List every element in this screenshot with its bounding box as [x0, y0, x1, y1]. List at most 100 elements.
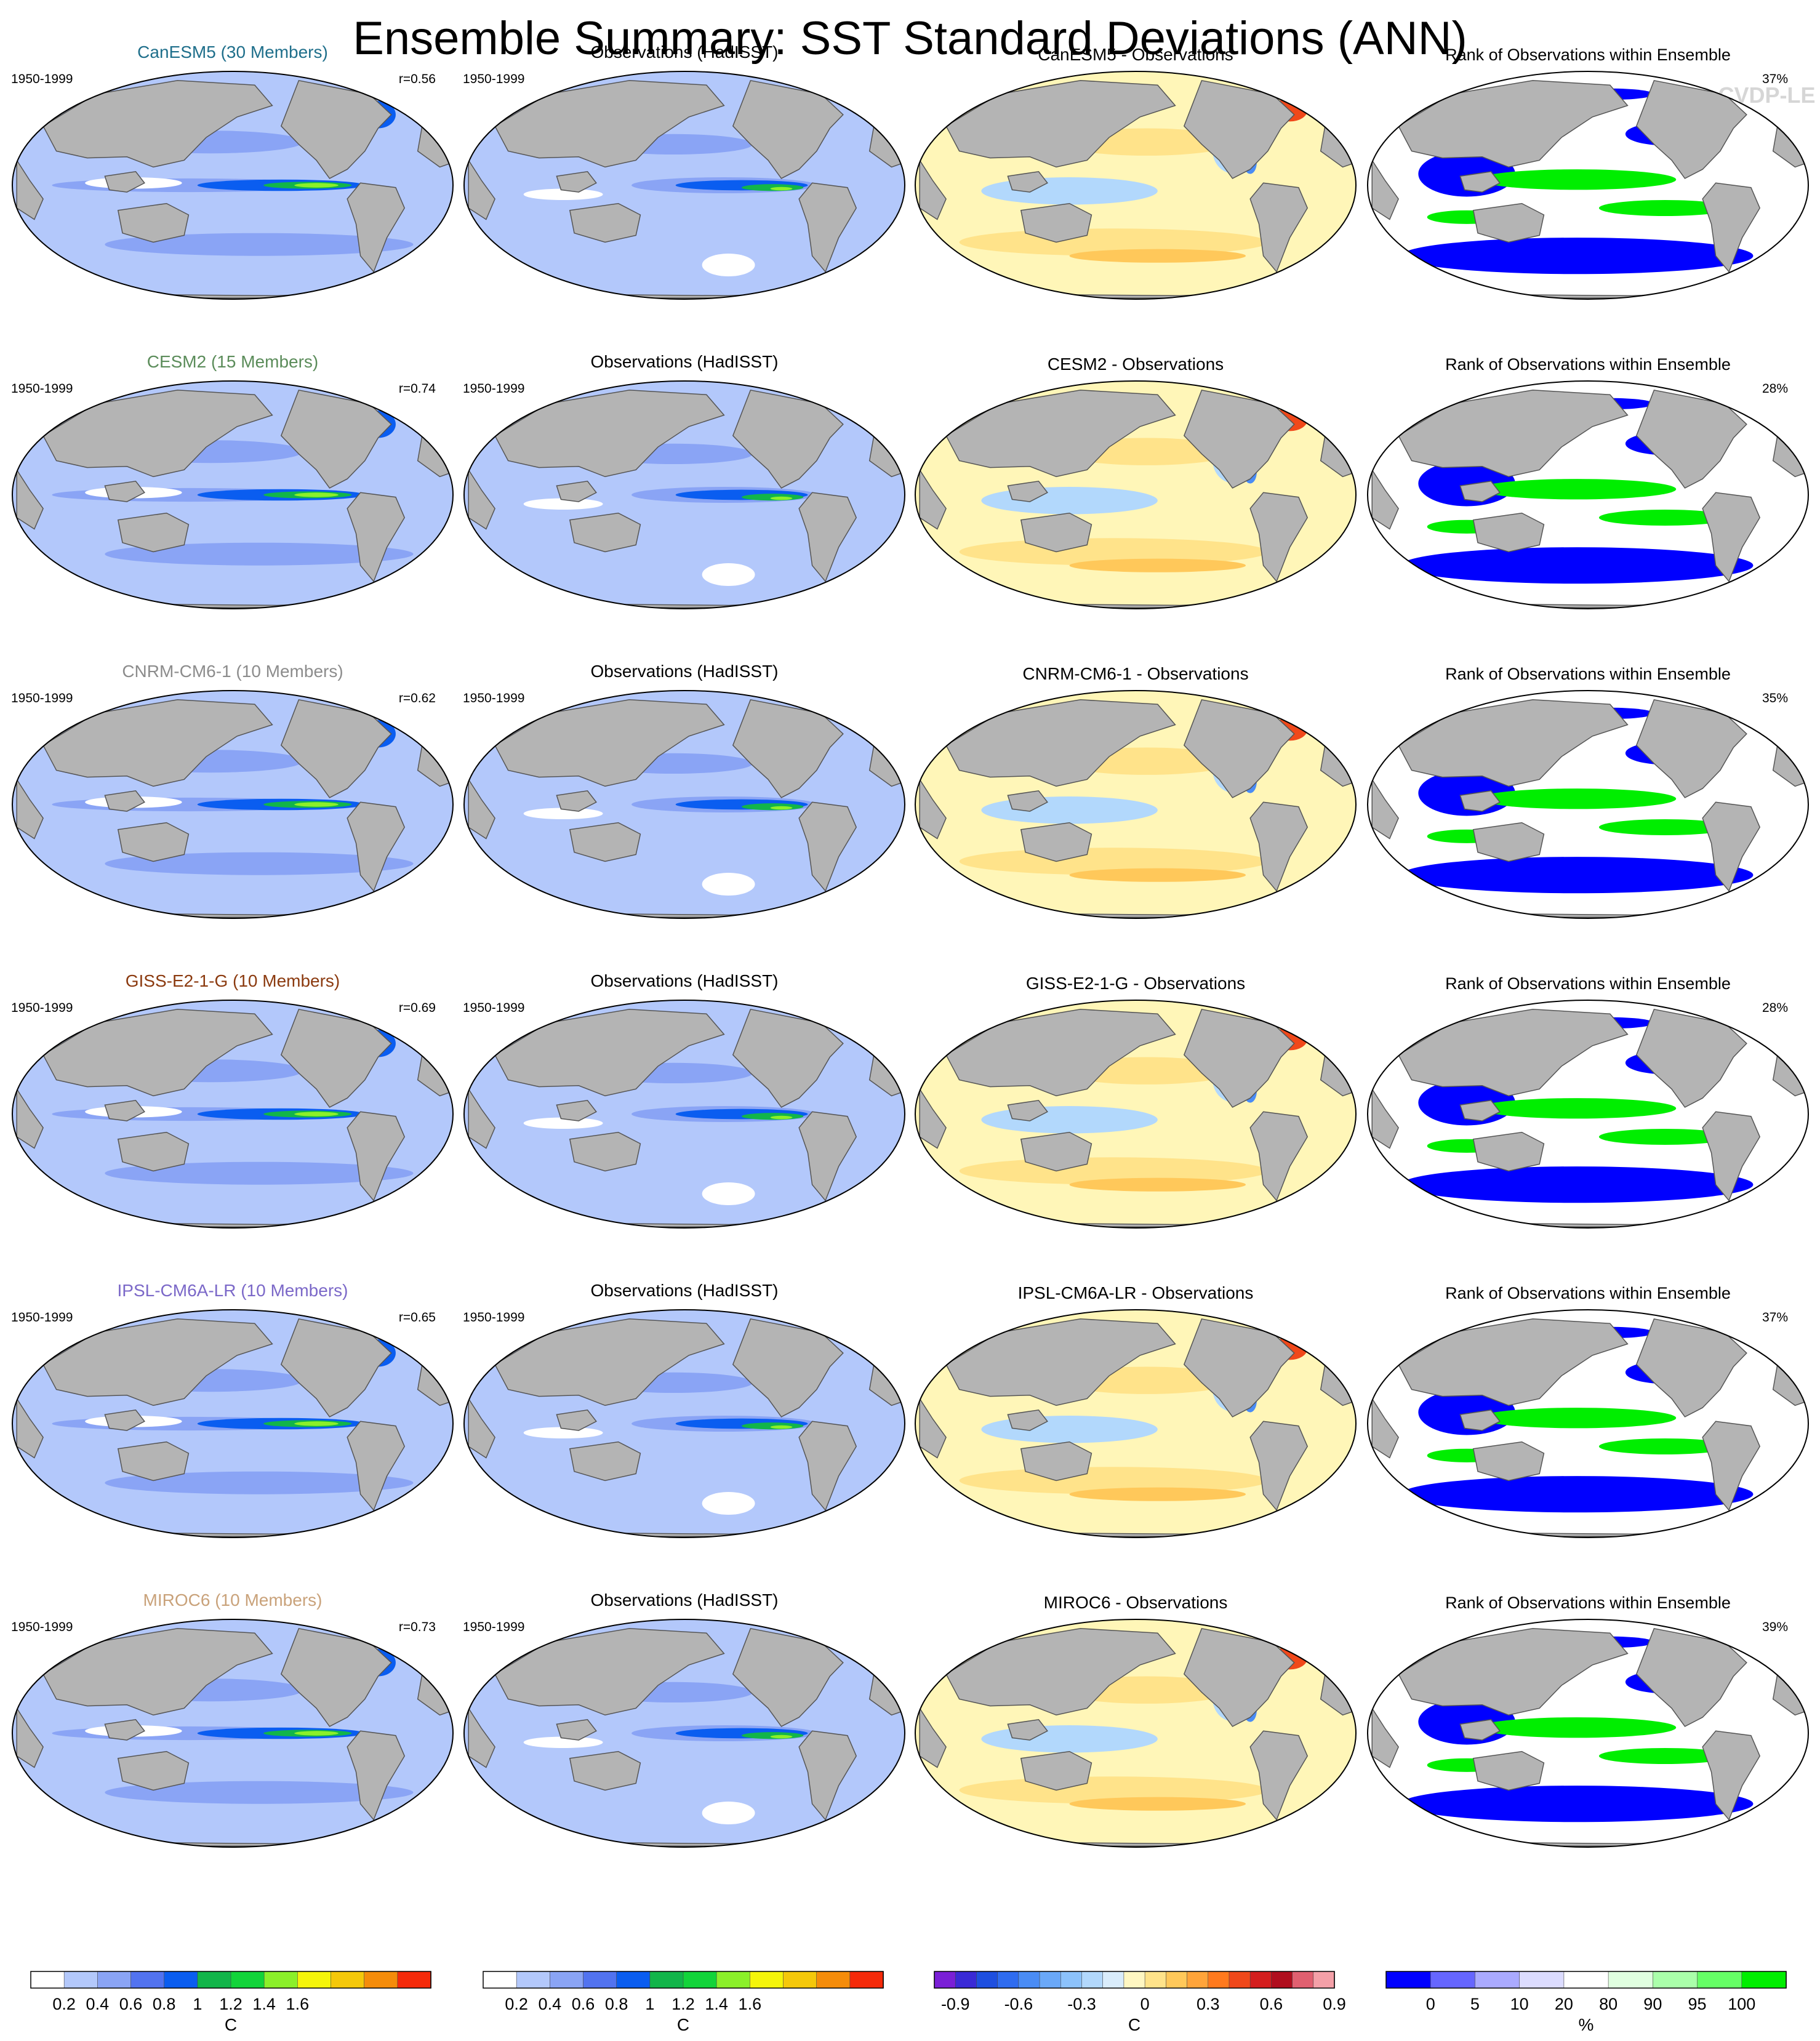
colorbar-tick-label: 95 — [1688, 1995, 1707, 2013]
field-patch — [1478, 788, 1677, 809]
land-mass — [1635, 1318, 1747, 1417]
land-mass — [798, 492, 857, 583]
colorbar-swatch — [550, 1971, 584, 1989]
colorbar-swatch — [263, 1971, 299, 1989]
land-mass — [1472, 822, 1545, 862]
land-mass — [1398, 1009, 1629, 1097]
colorbar-tick-label: -0.3 — [1067, 1995, 1096, 2013]
land-mass — [468, 158, 495, 220]
map-outline — [915, 1000, 1357, 1229]
land-mass — [1635, 1008, 1747, 1108]
colorbar: 0.2 0.4 0.6 0.8 1 1.2 1.4 1.6 C — [30, 1971, 431, 2034]
colorbar-swatch — [934, 1971, 956, 1989]
colorbar-tick-label: 0 — [1426, 1995, 1435, 2013]
difference-panel: MIROC6 - Observations — [915, 1593, 1357, 1848]
colorbar-swatch — [483, 1971, 517, 1989]
field-patch — [523, 498, 603, 510]
colorbar-tick-label: 0.9 — [1323, 1995, 1346, 2013]
field-patch — [1069, 249, 1246, 263]
obs-panel: Observations (HadISST) 1950-1999 — [463, 971, 905, 1229]
colorbar-tick-label: 0.6 — [1260, 1995, 1283, 2013]
field-patch — [702, 1802, 755, 1824]
obs-panel: Observations (HadISST) 1950-1999 — [463, 662, 905, 919]
land-mass — [556, 1099, 597, 1121]
obs-panel: Observations (HadISST) 1950-1999 — [463, 352, 905, 609]
land-mass — [104, 480, 145, 502]
land-mass — [494, 1318, 725, 1406]
model-panel: CanESM5 (30 Members) 1950-1999 r=0.56 — [11, 42, 454, 300]
field-patch — [1598, 200, 1731, 216]
colorbar-swatch — [397, 1971, 431, 1989]
field-patch — [523, 1427, 603, 1439]
field-patch — [742, 803, 804, 811]
colorbar-swatch — [1563, 1971, 1609, 1989]
land-mass — [1020, 1131, 1092, 1172]
colorbar-swatch — [583, 1971, 617, 1989]
land-mass — [1183, 1318, 1295, 1417]
colorbar-swatch — [750, 1971, 784, 1989]
land-mass — [1459, 170, 1501, 193]
land-mass — [347, 1421, 406, 1512]
land-mass — [798, 182, 857, 273]
model-panel-title: GISS-E2-1-G (10 Members) — [126, 971, 340, 990]
colorbar-swatch — [1144, 1971, 1167, 1989]
map-outline — [915, 380, 1357, 609]
model-panel-title: CESM2 (15 Members) — [147, 352, 319, 371]
field-patch — [770, 1734, 793, 1739]
land-mass — [1007, 1409, 1048, 1431]
land-mass — [117, 1441, 190, 1482]
map-outline — [915, 690, 1357, 919]
land-mass — [945, 1628, 1176, 1716]
land-mass — [569, 1441, 641, 1482]
field-patch — [1400, 1476, 1754, 1513]
field-patch — [742, 1422, 804, 1430]
field-patch — [1400, 238, 1754, 275]
land-mass — [280, 1627, 392, 1727]
field-patch — [523, 188, 603, 201]
colorbar-swatch — [1018, 1971, 1040, 1989]
land-mass — [556, 480, 597, 502]
colorbar-swatch — [683, 1971, 717, 1989]
map-outline — [12, 1000, 454, 1229]
map-outline — [1367, 71, 1809, 300]
colorbar-tick-label: 0.4 — [86, 1995, 110, 2013]
colorbar-tick-label: 1.2 — [671, 1995, 695, 2013]
colorbar-tick-label: -0.6 — [1004, 1995, 1033, 2013]
colorbar-swatch — [97, 1971, 132, 1989]
land-mass — [1398, 699, 1629, 787]
field-patch — [702, 1182, 755, 1205]
colorbar-swatch — [1608, 1971, 1654, 1989]
map-outline — [463, 1309, 905, 1538]
field-patch — [742, 494, 804, 501]
rank-panel: Rank of Observations within Ensemble 28% — [1367, 974, 1809, 1229]
colorbar-swatch — [816, 1971, 851, 1989]
land-mass — [117, 822, 190, 862]
colorbar-frame — [934, 1971, 1335, 1989]
land-mass — [1635, 699, 1747, 798]
land-mass — [1702, 182, 1761, 273]
pattern-correlation: r=0.73 — [399, 1620, 436, 1634]
colorbar-tick-label: 80 — [1599, 1995, 1618, 2013]
field-patch — [523, 1117, 603, 1129]
colorbar-swatch — [1081, 1971, 1104, 1989]
field-patch — [981, 177, 1158, 205]
field-patch — [702, 873, 755, 896]
colorbar-tick-label: 20 — [1555, 1995, 1573, 2013]
land-mass — [919, 1087, 947, 1149]
land-mass — [494, 1628, 725, 1716]
period-label: 1950-1999 — [11, 382, 73, 396]
land-mass — [1020, 1750, 1092, 1791]
colorbar-tick-label: 1.6 — [739, 1995, 762, 2013]
colorbar-swatch — [716, 1971, 751, 1989]
land-mass — [494, 80, 725, 168]
field-patch — [1478, 1717, 1677, 1738]
field-patch — [294, 1731, 339, 1736]
land-mass — [1289, 694, 1326, 726]
field-patch — [105, 1781, 414, 1804]
field-patch — [1400, 1166, 1754, 1203]
colorbar-swatch — [849, 1971, 884, 1989]
pattern-correlation: r=0.56 — [399, 72, 436, 86]
land-mass — [569, 1750, 641, 1791]
land-mass — [347, 1111, 406, 1202]
land-mass — [1007, 1099, 1048, 1121]
